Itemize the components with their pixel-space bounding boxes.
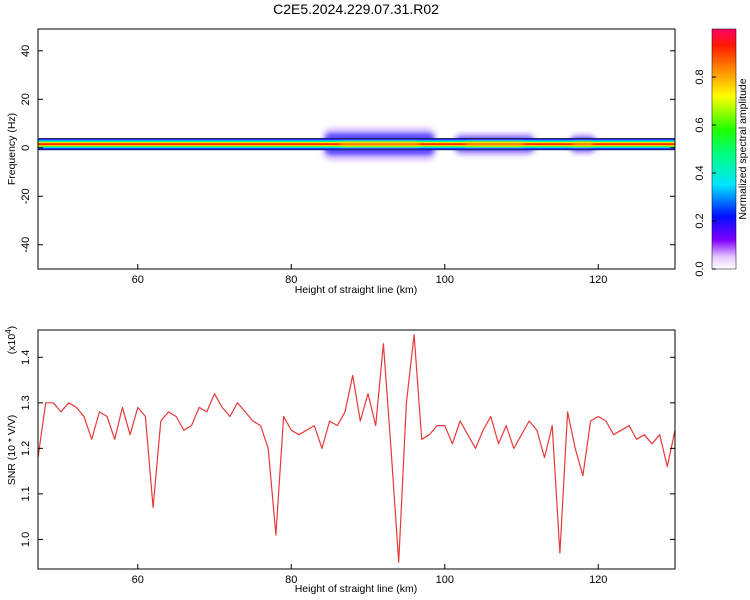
colorbar-tick-label: 0.0 <box>694 261 706 276</box>
snr-y-tick-label: 1.1 <box>20 486 32 501</box>
spectrogram-y-ticks: 40 20 0 -20 -40 <box>20 45 675 253</box>
snr-x-tick-label: 100 <box>436 574 454 586</box>
spectrogram-panel: 60 80 100 120 40 20 0 -20 -40 Height of straigh… <box>6 28 676 296</box>
snr-y-tick-label: 1.3 <box>20 395 32 410</box>
spectrogram-x-tick-label: 120 <box>589 274 607 286</box>
colorbar: 0.0 0.2 0.4 0.6 0.8 Normalized spectral ampl… <box>694 28 749 277</box>
snr-x-tick-label: 60 <box>132 574 144 586</box>
spectrogram-y-tick-label: 20 <box>20 93 32 105</box>
snr-frame <box>37 329 676 570</box>
snr-exponent-label: (x104) <box>4 326 19 354</box>
colorbar-gradient <box>711 28 737 270</box>
colorbar-tick-label: 0.6 <box>694 117 706 132</box>
colorbar-tick-label: 0.8 <box>694 69 706 84</box>
snr-x-axis-label: Height of straight line (km) <box>295 583 418 595</box>
snr-series-line <box>38 334 675 563</box>
spectrogram-peak-0 <box>339 142 420 146</box>
spectrogram-y-tick-label: 40 <box>20 45 32 57</box>
figure-title: C2E5.2024.229.07.31.R02 <box>273 1 439 17</box>
spectrogram-y-axis-label: Frequency (Hz) <box>6 113 18 185</box>
spectrogram-x-ticks: 60 80 100 120 <box>132 264 607 286</box>
colorbar-tick-label: 0.2 <box>694 213 706 228</box>
snr-background <box>38 330 675 569</box>
spectrogram-frame <box>37 28 676 270</box>
snr-y-tick-label: 1.4 <box>20 350 32 365</box>
spectrogram-y-tick-label: 0 <box>20 145 32 151</box>
snr-exponent-end: ) <box>6 326 18 330</box>
spectrogram-peak-1 <box>465 142 525 146</box>
snr-y-tick-label: 1.2 <box>20 441 32 456</box>
colorbar-tick-label: 0.4 <box>694 165 706 180</box>
snr-x-ticks: 60 80 100 120 <box>132 564 607 586</box>
snr-exponent-power: 4 <box>4 329 13 334</box>
spectrogram-peak-2 <box>572 142 594 146</box>
snr-y-tick-label: 1.0 <box>20 532 32 547</box>
spectrogram-x-tick-label: 80 <box>285 274 297 286</box>
spectrogram-y-tick-label: -40 <box>20 237 32 253</box>
colorbar-ticks: 0.0 0.2 0.4 0.6 0.8 <box>694 69 716 277</box>
spectrogram-y-tick-label: -20 <box>20 188 32 204</box>
snr-panel: 60 80 100 120 1.4 1.3 1.2 1.1 1.0 Height of str… <box>4 326 676 595</box>
spectrogram-x-tick-label: 60 <box>132 274 144 286</box>
spectrogram-x-tick-label: 100 <box>436 274 454 286</box>
spectrogram-x-axis-label: Height of straight line (km) <box>295 284 418 296</box>
spectrogram-heatmap <box>38 127 675 162</box>
snr-y-axis-label: SNR (10 * V/V) <box>6 415 18 486</box>
snr-plot-area <box>38 334 675 563</box>
snr-x-tick-label: 80 <box>285 574 297 586</box>
snr-x-tick-label: 120 <box>589 574 607 586</box>
colorbar-label: Normalized spectral amplitude <box>737 78 749 219</box>
snr-exponent-base: (x10 <box>6 334 18 355</box>
snr-y-ticks: 1.4 1.3 1.2 1.1 1.0 <box>20 350 675 547</box>
